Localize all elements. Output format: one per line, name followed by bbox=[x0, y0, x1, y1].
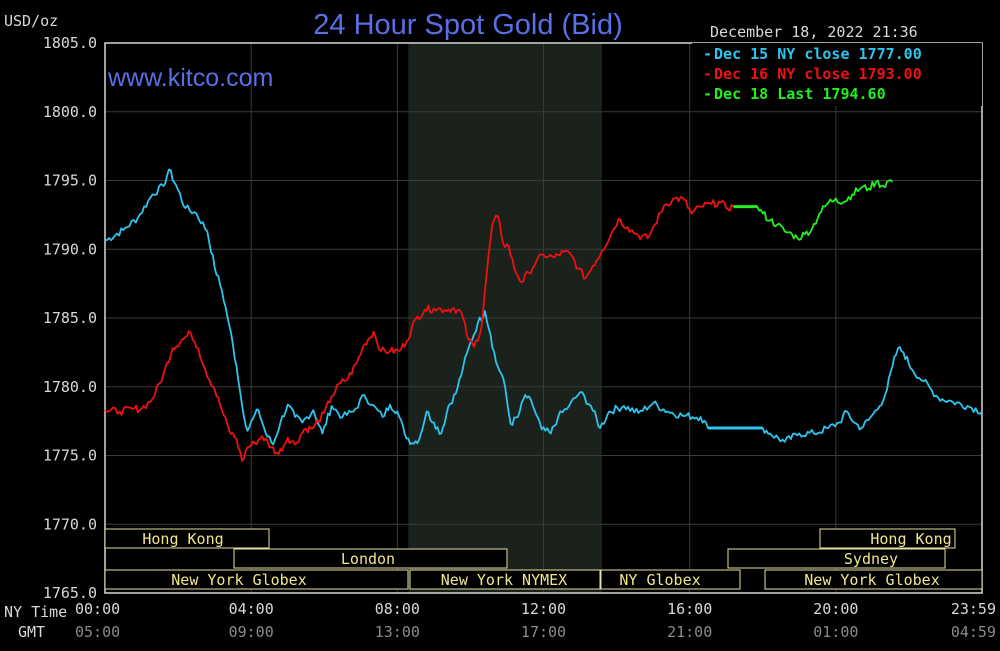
x-tick-label-ny: 04:00 bbox=[229, 600, 274, 618]
session-london: London bbox=[341, 550, 395, 568]
x-tick-label-ny: 23:59 bbox=[951, 600, 996, 618]
legend-item-dec18: - Dec 18 Last 1794.60 bbox=[703, 85, 886, 103]
legend-text-dec16: Dec 16 NY close 1793.00 bbox=[714, 65, 922, 83]
x-tick-label-gmt: 01:00 bbox=[813, 623, 858, 641]
y-tick-label: 1785.0 bbox=[43, 309, 97, 327]
trading-sessions: Hong Kong Hong Kong London Sydney New Yo… bbox=[104, 528, 983, 590]
x-tick-label-gmt: 05:00 bbox=[75, 623, 120, 641]
website-watermark: www.kitco.com bbox=[107, 64, 273, 92]
x-axis-ticks: 00:00 05:00 04:00 09:00 08:00 13:00 12:00 17:00… bbox=[75, 600, 996, 641]
x-tick-label-ny: 00:00 bbox=[75, 600, 120, 618]
x-tick-label-ny: 12:00 bbox=[521, 600, 566, 618]
legend-text-dec18: Dec 18 Last 1794.60 bbox=[714, 85, 886, 103]
x-tick-label-gmt: 13:00 bbox=[375, 623, 420, 641]
x-tick-label-gmt: 04:59 bbox=[951, 623, 996, 641]
legend-box bbox=[692, 43, 982, 106]
legend: - Dec 15 NY close 1777.00 - Dec 16 NY clos… bbox=[692, 43, 982, 106]
x-tick-label-gmt: 17:00 bbox=[521, 623, 566, 641]
series-line-3 bbox=[733, 179, 894, 241]
grid bbox=[105, 42, 982, 594]
x-tick-label-gmt: 09:00 bbox=[229, 623, 274, 641]
session-hongkong-2: Hong Kong bbox=[870, 530, 951, 548]
session-box-nyglobex-3 bbox=[764, 569, 983, 590]
y-tick-label: 1770.0 bbox=[43, 515, 97, 533]
price-series bbox=[104, 168, 983, 462]
x-tick-label-gmt: 21:00 bbox=[667, 623, 712, 641]
session-nyglobex-1: New York Globex bbox=[171, 571, 306, 589]
session-nyglobex-3: New York Globex bbox=[804, 571, 939, 589]
legend-item-dec16: - Dec 16 NY close 1793.00 bbox=[703, 65, 922, 83]
ny-time-label: NY Time bbox=[4, 603, 67, 621]
timestamp: December 18, 2022 21:36 bbox=[710, 23, 918, 41]
chart-title: 24 Hour Spot Gold (Bid) bbox=[313, 9, 622, 41]
gmt-label: GMT bbox=[18, 623, 45, 641]
y-tick-label: 1795.0 bbox=[43, 172, 97, 190]
series-line-2 bbox=[104, 196, 735, 462]
session-nymex: New York NYMEX bbox=[441, 571, 567, 589]
y-tick-label: 1775.0 bbox=[43, 447, 97, 465]
y-tick-label: 1805.0 bbox=[43, 34, 97, 52]
y-tick-label: 1765.0 bbox=[43, 584, 97, 602]
series-line-1 bbox=[104, 168, 983, 446]
x-tick-label-ny: 16:00 bbox=[667, 600, 712, 618]
session-sydney: Sydney bbox=[844, 550, 898, 568]
y-tick-label: 1800.0 bbox=[43, 103, 97, 121]
unit-label: USD/oz bbox=[4, 12, 58, 30]
session-nyglobex-2: NY Globex bbox=[619, 571, 700, 589]
session-box-hongkong-2 bbox=[819, 528, 956, 549]
plot-frame bbox=[104, 42, 983, 594]
x-tick-label-ny: 20:00 bbox=[813, 600, 858, 618]
y-tick-label: 1790.0 bbox=[43, 240, 97, 258]
y-axis-ticks: 1805.0 1800.0 1795.0 1790.0 1785.0 1780.0 1775… bbox=[43, 34, 97, 602]
y-tick-label: 1780.0 bbox=[43, 378, 97, 396]
session-box-hongkong-1 bbox=[104, 528, 270, 549]
legend-text-dec15: Dec 15 NY close 1777.00 bbox=[714, 45, 922, 63]
session-box-nymex bbox=[409, 569, 601, 590]
session-box-sydney bbox=[727, 548, 946, 569]
session-box-london bbox=[233, 548, 508, 569]
session-hongkong-1: Hong Kong bbox=[142, 530, 223, 548]
session-box-nyglobex-2 bbox=[600, 569, 741, 590]
legend-item-dec15: - Dec 15 NY close 1777.00 bbox=[703, 45, 922, 63]
session-box-nyglobex-1 bbox=[104, 569, 409, 590]
x-tick-label-ny: 08:00 bbox=[375, 600, 420, 618]
